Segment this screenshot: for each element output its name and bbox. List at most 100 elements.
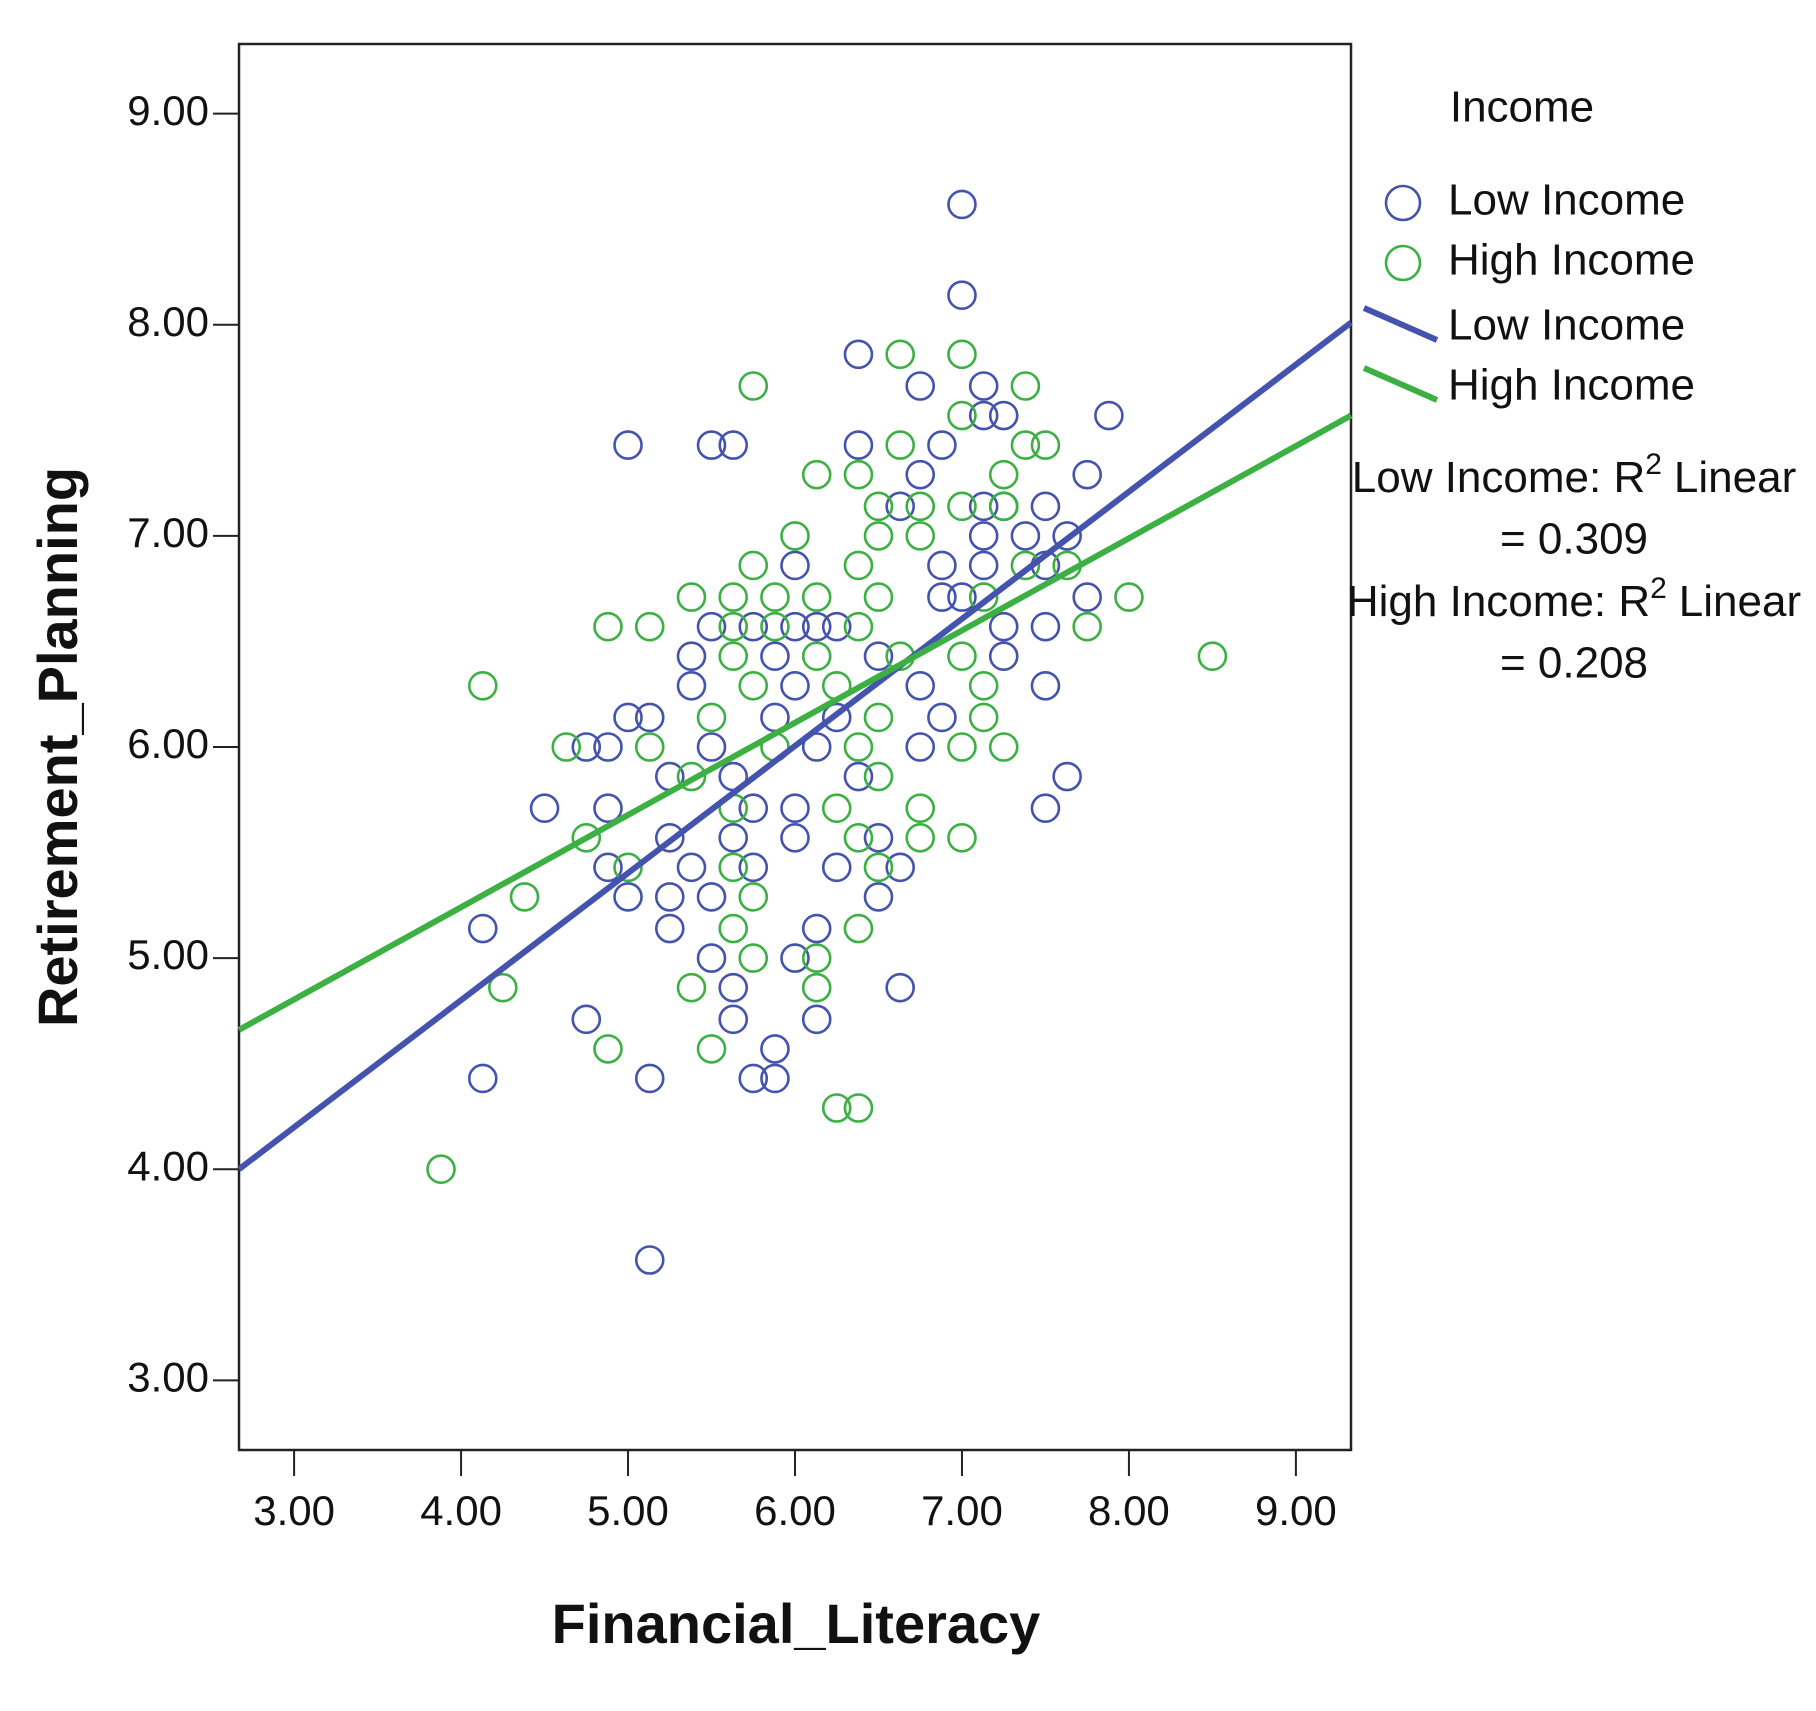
point [927,430,957,460]
point [968,550,999,581]
r2-label: High Income: R2 Linear [1347,572,1801,626]
legend-marker [1384,184,1422,222]
point [821,793,852,824]
legend-label: High Income [1448,361,1695,410]
point [1010,430,1041,460]
point [905,732,936,762]
point [593,732,623,762]
point [696,430,727,460]
point [780,793,810,824]
point [696,702,727,733]
x-tick-label: 3.00 [253,1487,335,1534]
point [863,702,894,733]
point [801,732,832,762]
point [529,793,560,824]
point [571,1004,602,1035]
point [968,371,999,401]
point [863,822,894,853]
y-tick-label: 5.00 [127,931,209,978]
y-tick-label: 9.00 [127,87,209,134]
point [780,943,810,973]
point [1094,400,1124,431]
point [760,1034,790,1064]
point [718,913,749,944]
point [843,761,874,792]
point [654,882,685,912]
point [885,972,915,1003]
point [760,611,790,642]
y-tick-label: 4.00 [127,1142,209,1189]
point [947,491,977,522]
point [738,882,769,912]
legend-title: Income [1450,83,1594,132]
point [738,943,769,973]
point [760,582,790,612]
point [1072,611,1102,642]
point [988,491,1019,522]
point [988,611,1019,642]
r2-suffix: Linear [1674,453,1796,502]
point [1030,430,1061,460]
point [488,972,518,1003]
point [613,852,643,883]
r2-label: Low Income: R2 Linear [1352,448,1796,502]
point [905,491,936,522]
x-tick-label: 6.00 [754,1487,836,1534]
point [947,582,977,612]
point [801,1004,832,1035]
point [843,611,874,642]
point [988,400,1019,431]
point [821,702,852,733]
point [863,882,894,912]
x-tick-label: 5.00 [587,1487,669,1534]
point [863,641,894,672]
point [947,400,977,431]
point [676,582,707,612]
point [696,1034,727,1064]
point [509,882,540,912]
r2-value: = 0.208 [1500,639,1648,688]
legend-label: High Income [1448,236,1695,285]
point [1072,582,1102,612]
point [738,852,769,883]
point [968,670,999,701]
point [905,670,936,701]
point [968,491,999,522]
x-tick-label: 7.00 [921,1487,1003,1534]
x-tick-label: 8.00 [1088,1487,1170,1534]
point [718,611,749,642]
point [988,459,1019,490]
point [801,972,832,1003]
point [634,702,665,733]
point [905,521,936,551]
point [551,732,582,762]
point [905,793,936,824]
point [718,582,749,612]
point [968,400,999,431]
point [780,611,810,642]
point [718,852,749,883]
point [696,882,727,912]
r2-value: = 0.309 [1500,515,1648,564]
point [801,582,832,612]
y-tick-label: 7.00 [127,509,209,556]
point [1114,582,1144,612]
point [843,459,874,490]
r2-prefix: High Income: R [1347,577,1650,626]
point [927,550,957,581]
point [696,732,727,762]
point [1010,550,1041,581]
point [927,582,957,612]
point [696,943,727,973]
point [863,582,894,612]
point [947,732,977,762]
point [1052,761,1082,792]
point [780,550,810,581]
point [718,1004,749,1035]
point [593,793,623,824]
point [947,641,977,672]
point [780,521,810,551]
point [780,670,810,701]
point [863,521,894,551]
